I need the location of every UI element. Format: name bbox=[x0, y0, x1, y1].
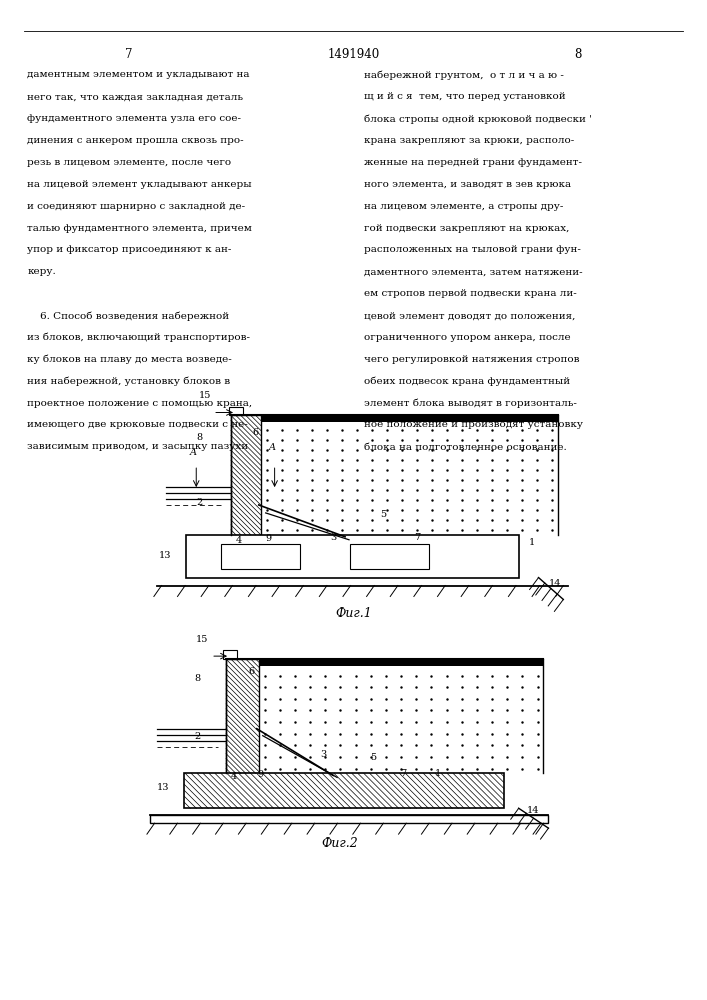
Text: A: A bbox=[189, 448, 197, 457]
Text: резь в лицевом элементе, после чего: резь в лицевом элементе, после чего bbox=[28, 158, 231, 167]
Text: упор и фиксатор присоединяют к ан-: упор и фиксатор присоединяют к ан- bbox=[28, 245, 232, 254]
Text: 5: 5 bbox=[380, 510, 386, 519]
Text: щ и й с я  тем, что перед установкой: щ и й с я тем, что перед установкой bbox=[364, 92, 566, 101]
Text: 6: 6 bbox=[249, 667, 255, 676]
Text: Фиг.1: Фиг.1 bbox=[335, 607, 372, 620]
Text: 7: 7 bbox=[399, 769, 406, 778]
Bar bbox=[223, 650, 237, 659]
Text: A: A bbox=[269, 443, 276, 452]
Text: 6. Способ возведения набережной: 6. Способ возведения набережной bbox=[28, 311, 230, 321]
Text: динения с анкером прошла сквозь про-: динения с анкером прошла сквозь про- bbox=[28, 136, 244, 145]
Text: крана закрепляют за крюки, располо-: крана закрепляют за крюки, располо- bbox=[364, 136, 574, 145]
Bar bbox=[221, 544, 300, 569]
Text: 7: 7 bbox=[125, 48, 133, 61]
Text: 8: 8 bbox=[197, 433, 202, 442]
Text: блока стропы одной крюковой подвески ': блока стропы одной крюковой подвески ' bbox=[364, 114, 592, 124]
Text: женные на передней грани фундамент-: женные на передней грани фундамент- bbox=[364, 158, 582, 167]
Bar bbox=[185, 773, 504, 808]
Bar bbox=[229, 407, 243, 415]
Text: зависимым приводом, и засыпку пазухи: зависимым приводом, и засыпку пазухи bbox=[28, 442, 248, 451]
Text: и соединяют шарнирно с закладной де-: и соединяют шарнирно с закладной де- bbox=[28, 202, 245, 211]
Text: 9: 9 bbox=[266, 534, 271, 543]
Text: 2: 2 bbox=[197, 498, 202, 507]
Bar bbox=[226, 659, 259, 773]
Text: элемент блока выводят в горизонталь-: элемент блока выводят в горизонталь- bbox=[364, 399, 577, 408]
Text: 2: 2 bbox=[194, 732, 201, 741]
Bar bbox=[231, 415, 261, 535]
Text: 4: 4 bbox=[231, 772, 238, 781]
Text: 8: 8 bbox=[194, 674, 200, 683]
Text: него так, что каждая закладная деталь: него так, что каждая закладная деталь bbox=[28, 92, 243, 101]
Text: талью фундаментного элемента, причем: талью фундаментного элемента, причем bbox=[28, 224, 252, 233]
Bar bbox=[150, 815, 549, 823]
Bar bbox=[231, 415, 559, 422]
Text: фундаментного элемента узла его сое-: фундаментного элемента узла его сое- bbox=[28, 114, 241, 123]
Text: из блоков, включающий транспортиров-: из блоков, включающий транспортиров- bbox=[28, 333, 250, 342]
Bar bbox=[187, 535, 519, 578]
Text: керу.: керу. bbox=[28, 267, 56, 276]
Text: 9: 9 bbox=[258, 770, 264, 779]
Text: 15: 15 bbox=[197, 635, 209, 644]
Text: даментным элементом и укладывают на: даментным элементом и укладывают на bbox=[28, 70, 250, 79]
Text: даментного элемента, затем натяжени-: даментного элемента, затем натяжени- bbox=[364, 267, 583, 276]
Text: 3: 3 bbox=[330, 533, 337, 542]
Text: гой подвески закрепляют на крюках,: гой подвески закрепляют на крюках, bbox=[364, 224, 569, 233]
Text: 14: 14 bbox=[527, 806, 539, 815]
Text: блока на подготовленное основание.: блока на подготовленное основание. bbox=[364, 442, 567, 451]
Text: набережной грунтом,  о т л и ч а ю -: набережной грунтом, о т л и ч а ю - bbox=[364, 70, 564, 80]
Bar bbox=[226, 659, 544, 666]
Text: цевой элемент доводят до положения,: цевой элемент доводят до положения, bbox=[364, 311, 575, 320]
Text: проектное положение с помощью крана,: проектное положение с помощью крана, bbox=[28, 399, 252, 408]
Text: ное положение и производят установку: ное положение и производят установку bbox=[364, 420, 583, 429]
Text: на лицевой элемент укладывают анкеры: на лицевой элемент укладывают анкеры bbox=[28, 180, 252, 189]
Text: 3: 3 bbox=[320, 750, 327, 759]
Text: имеющего две крюковые подвески с не-: имеющего две крюковые подвески с не- bbox=[28, 420, 248, 429]
Text: на лицевом элементе, а стропы дру-: на лицевом элементе, а стропы дру- bbox=[364, 202, 563, 211]
Text: 13: 13 bbox=[158, 551, 171, 560]
Text: 1491940: 1491940 bbox=[327, 48, 380, 61]
Text: 13: 13 bbox=[156, 783, 169, 792]
Text: ния набережной, установку блоков в: ния набережной, установку блоков в bbox=[28, 377, 230, 386]
Text: 1: 1 bbox=[529, 538, 535, 547]
Text: 5: 5 bbox=[370, 753, 376, 762]
Bar bbox=[350, 544, 429, 569]
Text: обеих подвесок крана фундаментный: обеих подвесок крана фундаментный bbox=[364, 377, 570, 386]
Text: 6: 6 bbox=[253, 428, 259, 437]
Text: 14: 14 bbox=[549, 579, 561, 588]
Text: Фиг.2: Фиг.2 bbox=[321, 837, 358, 850]
Text: ку блоков на плаву до места возведе-: ку блоков на плаву до места возведе- bbox=[28, 355, 232, 364]
Text: ограниченного упором анкера, после: ограниченного упором анкера, после bbox=[364, 333, 571, 342]
Text: ем стропов первой подвески крана ли-: ем стропов первой подвески крана ли- bbox=[364, 289, 577, 298]
Text: 1: 1 bbox=[434, 769, 440, 778]
Text: 7: 7 bbox=[414, 533, 421, 542]
Text: 15: 15 bbox=[199, 391, 211, 400]
Text: ного элемента, и заводят в зев крюка: ного элемента, и заводят в зев крюка bbox=[364, 180, 571, 189]
Text: чего регулировкой натяжения стропов: чего регулировкой натяжения стропов bbox=[364, 355, 580, 364]
Text: 4: 4 bbox=[236, 536, 243, 545]
Text: 8: 8 bbox=[574, 48, 582, 61]
Text: расположенных на тыловой грани фун-: расположенных на тыловой грани фун- bbox=[364, 245, 581, 254]
